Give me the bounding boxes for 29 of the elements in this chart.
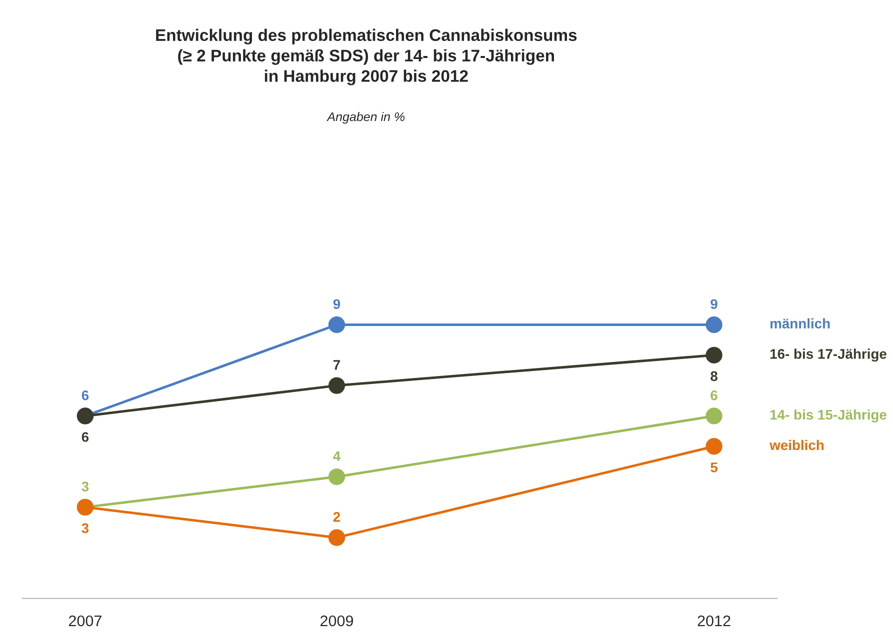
x-tick-label: 2009	[320, 615, 354, 626]
data-label: 7	[333, 360, 340, 370]
text: weiblich	[770, 440, 824, 450]
point	[706, 346, 722, 364]
x-tick-label: 2012	[698, 615, 730, 626]
data-label: 9	[333, 299, 340, 310]
point	[328, 316, 346, 334]
point	[706, 316, 722, 334]
data-label: 4	[333, 451, 341, 461]
data-label: 6	[710, 390, 718, 400]
point	[328, 468, 346, 486]
data-label: 8	[710, 371, 718, 382]
text: 14- bis 15-Jährige	[770, 409, 886, 422]
data-label: 6	[82, 432, 89, 442]
point	[328, 529, 346, 546]
chart-title: Entwicklung des problematischen Cannabiskonsums (≥ 2 Punkte gemäß SDS) der 14- bis 17-Jährigen in Hamburg 2007 bis 2012	[156, 28, 577, 86]
text: männlich	[770, 318, 830, 328]
x-tick-label: 2007	[68, 615, 102, 626]
point	[328, 377, 346, 394]
point	[706, 408, 722, 424]
data-label: 5	[710, 462, 718, 472]
chart-subtitle: Angaben in %	[326, 112, 405, 124]
text: 16- bis 17-Jährige	[770, 348, 886, 362]
data-label: 2	[333, 512, 340, 522]
data-label: 6	[82, 390, 89, 400]
data-label: 9	[710, 299, 718, 310]
data-label: 3	[82, 523, 89, 534]
point	[706, 438, 722, 455]
data-label: 3	[82, 482, 89, 492]
